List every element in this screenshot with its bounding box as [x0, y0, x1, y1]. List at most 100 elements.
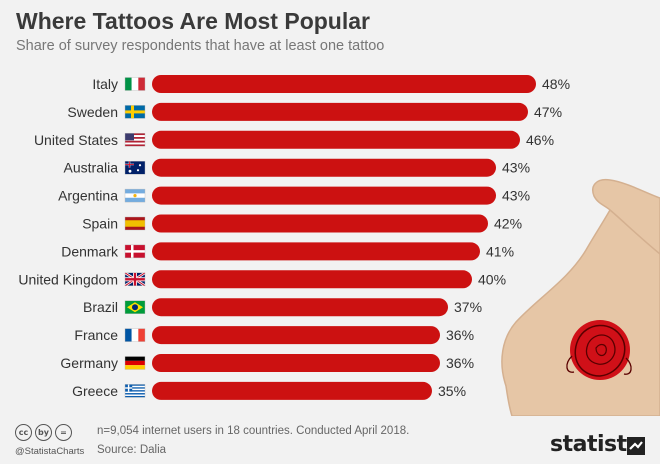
tattooed-arm-illustration [501, 178, 660, 416]
creative-commons-icon: cc [15, 424, 32, 441]
category-label: France [74, 327, 118, 343]
greece-flag [124, 384, 146, 398]
no-derivatives-icon: = [55, 424, 72, 441]
bar [152, 214, 488, 233]
uk-flag-cross-h-red [125, 278, 145, 281]
australia-flag-star [138, 164, 142, 167]
greece-flag-stripe [125, 390, 145, 392]
denmark-flag-border [124, 244, 146, 259]
argentina-flag [124, 188, 146, 203]
germany-flag-stripe [125, 360, 145, 366]
value-label: 35% [438, 383, 466, 399]
greece-flag-stripe [125, 384, 145, 386]
greece-flag-stripe [125, 394, 145, 396]
usa-flag-stripe [125, 138, 145, 141]
greece-flag-cross-h [125, 387, 133, 389]
sweden-flag-cross-h [125, 110, 145, 114]
usa-flag-stripe [125, 142, 145, 145]
bar [152, 242, 480, 261]
australia-flag-star [136, 169, 140, 172]
italy-flag-stripe [125, 77, 132, 91]
italy-flag [124, 77, 146, 91]
category-label: Greece [72, 383, 118, 399]
bar [152, 354, 440, 372]
category-label: United States [34, 132, 118, 148]
category-label: Germany [60, 355, 118, 371]
greece-flag-stripe [125, 393, 145, 395]
value-label: 37% [454, 299, 482, 315]
sweden-flag-border [124, 105, 146, 119]
denmark-flag-cross-h [125, 250, 145, 253]
greece-flag-stripe [125, 391, 145, 394]
usa-flag-stripe [125, 135, 145, 138]
source-note: Source: Dalia [97, 444, 167, 456]
greece-flag-stripe [125, 385, 145, 388]
chart-title: Where Tattoos Are Most Popular [16, 8, 370, 34]
australia-flag-border [124, 160, 146, 175]
bar [152, 158, 496, 177]
argentina-flag-stripe [125, 189, 145, 194]
argentina-flag-stripe [125, 197, 145, 203]
brazil-flag-border [124, 300, 146, 314]
australia-flag-cross-v-red [129, 161, 130, 168]
denmark-flag [124, 244, 146, 259]
spain-flag [124, 216, 146, 231]
bar [152, 75, 536, 93]
arm-shadow-line [609, 209, 660, 255]
value-label: 36% [446, 355, 474, 371]
category-label: Brazil [83, 299, 118, 315]
usa-flag-stripe [125, 137, 145, 139]
usa-flag [124, 133, 146, 147]
value-label: 36% [446, 327, 474, 343]
license-icons: cc by = [15, 424, 72, 441]
rose-tattoo-icon [566, 320, 632, 380]
usa-flag-stripe [125, 140, 145, 143]
category-label: Denmark [61, 243, 119, 259]
bar [152, 298, 448, 317]
sweden-flag [124, 105, 146, 119]
category-label: United Kingdom [18, 271, 118, 287]
bar [152, 186, 496, 205]
germany-flag [124, 356, 146, 370]
italy-flag-border [124, 77, 146, 91]
usa-flag-canton [125, 133, 134, 141]
australia-flag [124, 160, 146, 175]
category-label: Australia [64, 160, 119, 176]
bar [152, 102, 528, 121]
france-flag-border [124, 328, 146, 342]
brazil-flag [124, 300, 146, 314]
statista-logo-mark-icon [627, 437, 645, 455]
greece-flag-stripe [125, 388, 145, 391]
brazil-flag-globe [132, 304, 138, 311]
value-label: 43% [502, 188, 530, 204]
argentina-flag-border [124, 188, 146, 203]
france-flag-stripe [125, 328, 132, 342]
bar [152, 270, 472, 289]
value-label: 42% [494, 216, 522, 232]
chart-subtitle: Share of survey respondents that have at… [16, 38, 385, 54]
usa-flag-border [124, 133, 146, 147]
greece-flag-stripe [125, 395, 145, 398]
category-label: Argentina [58, 188, 118, 204]
value-label: 40% [478, 271, 506, 287]
category-label: Italy [92, 76, 118, 92]
value-label: 41% [486, 243, 514, 259]
italy-flag-stripe [138, 77, 145, 91]
france-flag-stripe [131, 328, 139, 342]
value-label: 43% [502, 160, 530, 176]
bar [152, 326, 440, 345]
category-label: Spain [82, 216, 118, 232]
france-flag-stripe [138, 328, 145, 342]
usa-flag-stripe [125, 133, 145, 136]
argentina-flag-sun [133, 194, 137, 198]
bar-chart: Italy 48% Sweden 47% United States 46% Austral… [18, 75, 570, 400]
france-flag [124, 328, 146, 342]
category-label: Sweden [67, 104, 118, 120]
germany-flag-stripe [125, 356, 145, 361]
germany-flag-border [124, 356, 146, 370]
greece-flag-border [124, 384, 146, 398]
twitter-handle: @StatistaCharts [15, 446, 85, 457]
value-label: 48% [542, 76, 570, 92]
bar [152, 130, 520, 149]
germany-flag-stripe [125, 365, 145, 370]
